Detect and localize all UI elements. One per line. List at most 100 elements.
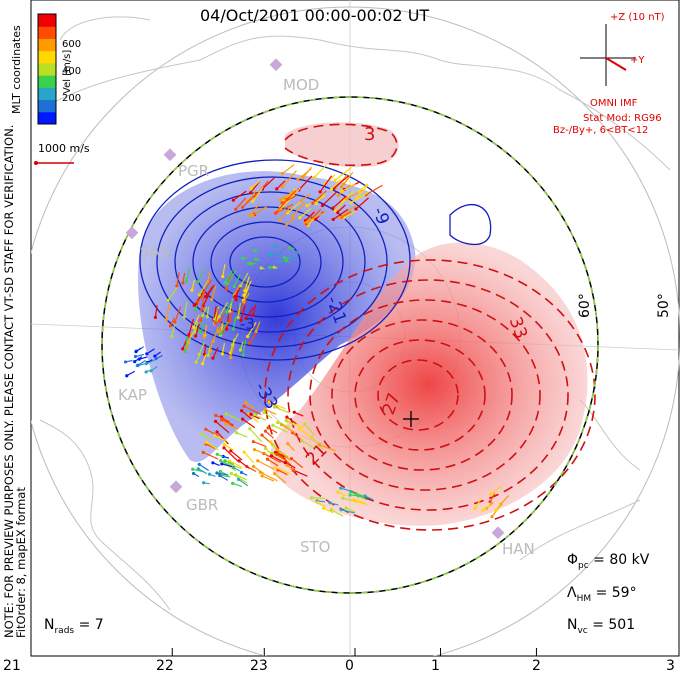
station-han: HAN: [502, 540, 535, 558]
velocity-vector-origin: [333, 178, 337, 182]
lat-label-60: 60°: [577, 293, 593, 318]
velocity-vector-origin: [213, 434, 217, 438]
velocity-vector-origin: [481, 508, 485, 512]
contour-label-pos-3-top: 3: [364, 124, 376, 145]
velocity-vector: [248, 332, 257, 344]
velocity-vector-origin: [318, 190, 322, 194]
velocity-vector-origin: [274, 466, 278, 470]
velocity-vector: [203, 343, 207, 355]
velocity-vector: [221, 463, 233, 468]
velocity-vector-origin: [251, 313, 255, 317]
velocity-vector: [287, 443, 295, 452]
velocity-vector-origin: [153, 354, 157, 358]
velocity-vector-origin: [336, 490, 340, 494]
velocity-vector: [282, 170, 297, 188]
velocity-vector: [337, 204, 346, 213]
velocity-vector-origin: [490, 515, 494, 519]
velocity-vector-origin: [248, 427, 252, 431]
velocity-vector-origin: [200, 308, 204, 312]
velocity-vector: [305, 211, 315, 222]
velocity-vector-origin: [241, 417, 245, 421]
velocity-vector: [214, 308, 220, 324]
velocity-vector-origin: [314, 217, 318, 221]
velocity-vector-origin: [198, 318, 203, 322]
velocity-vector-origin: [314, 202, 318, 206]
velocity-vector-origin: [205, 315, 209, 319]
velocity-vector-origin: [248, 191, 253, 195]
velocity-vector-origin: [286, 442, 290, 446]
velocity-vector: [197, 468, 208, 475]
velocity-vector-origin: [218, 469, 222, 473]
colorbar-band: [38, 111, 56, 125]
stat-n-sub: vc: [577, 625, 588, 636]
velocity-vector-origin: [137, 357, 141, 361]
velocity-vector: [174, 306, 182, 323]
velocity-vector-origin: [197, 352, 201, 356]
velocity-vector-origin: [182, 315, 186, 319]
velocity-vector-origin: [275, 447, 279, 451]
colorbar-frame: [37, 13, 57, 125]
velocity-vector-origin: [276, 420, 280, 425]
velocity-vector: [257, 460, 275, 470]
velocity-vector-origin: [263, 429, 268, 433]
velocity-vector-origin: [202, 290, 206, 294]
velocity-vector: [284, 462, 296, 469]
velocity-vector: [304, 423, 316, 436]
velocity-vector-origin: [242, 450, 246, 454]
positive-contours: [264, 123, 596, 531]
velocity-vector-origin: [256, 459, 260, 463]
velocity-vector-origin: [234, 298, 238, 302]
velocity-vector-origin: [194, 360, 198, 364]
velocity-vector: [199, 323, 206, 333]
velocity-vector: [286, 416, 297, 425]
velocity-vector: [297, 168, 312, 181]
velocity-vector: [225, 413, 242, 422]
colorbar-band: [38, 87, 56, 101]
velocity-vector: [314, 164, 327, 178]
velocity-vector-origin: [198, 330, 203, 334]
velocity-vector: [215, 414, 231, 423]
velocity-vector-origin: [273, 405, 277, 409]
x-tick-label-23: 23: [250, 658, 268, 674]
velocity-vector-origin: [220, 352, 225, 356]
velocity-vector: [301, 440, 315, 449]
velocity-vector-origin: [217, 319, 221, 324]
velocity-vector-origin: [214, 413, 218, 417]
velocity-vector-origin: [242, 404, 246, 408]
velocity-vector: [293, 469, 308, 477]
station-mod: MOD: [283, 76, 320, 94]
velocity-vector: [253, 441, 267, 448]
velocity-vector-origin: [345, 197, 349, 201]
velocity-vector: [198, 282, 208, 296]
imf-stat-model: Stat Mod: RG96: [583, 113, 662, 124]
velocity-vector-origin: [232, 465, 236, 469]
velocity-vector-origin: [253, 248, 257, 253]
velocity-vector: [281, 424, 295, 433]
velocity-vector-origin: [269, 440, 273, 444]
velocity-vector-origin: [237, 459, 241, 463]
velocity-vector: [333, 175, 349, 189]
velocity-vector: [240, 305, 246, 321]
velocity-vector-origin: [339, 486, 343, 490]
velocity-vector-origin: [289, 456, 294, 461]
velocity-vector: [311, 497, 326, 500]
velocity-vector: [230, 450, 243, 461]
velocity-vector: [341, 183, 356, 192]
velocity-vector-origin: [196, 467, 200, 471]
velocity-vector: [211, 285, 217, 300]
velocity-vector-origin: [494, 508, 498, 512]
velocity-vector-origin: [320, 203, 325, 208]
velocity-vector-origin: [280, 201, 284, 205]
velocity-vector-origin: [219, 332, 223, 336]
velocity-vector-origin: [230, 343, 235, 347]
positive-potential-cell: [269, 242, 588, 526]
velocity-vector: [490, 485, 503, 495]
colorbar-tick-600: 600: [62, 39, 82, 50]
velocity-vector-origin: [206, 353, 210, 357]
velocity-vector: [286, 216, 297, 225]
velocity-vector: [223, 447, 239, 462]
velocity-vector-origin: [207, 472, 212, 476]
velocity-colorbar: [38, 14, 56, 125]
velocity-vector: [229, 463, 242, 470]
velocity-vector: [294, 411, 304, 417]
